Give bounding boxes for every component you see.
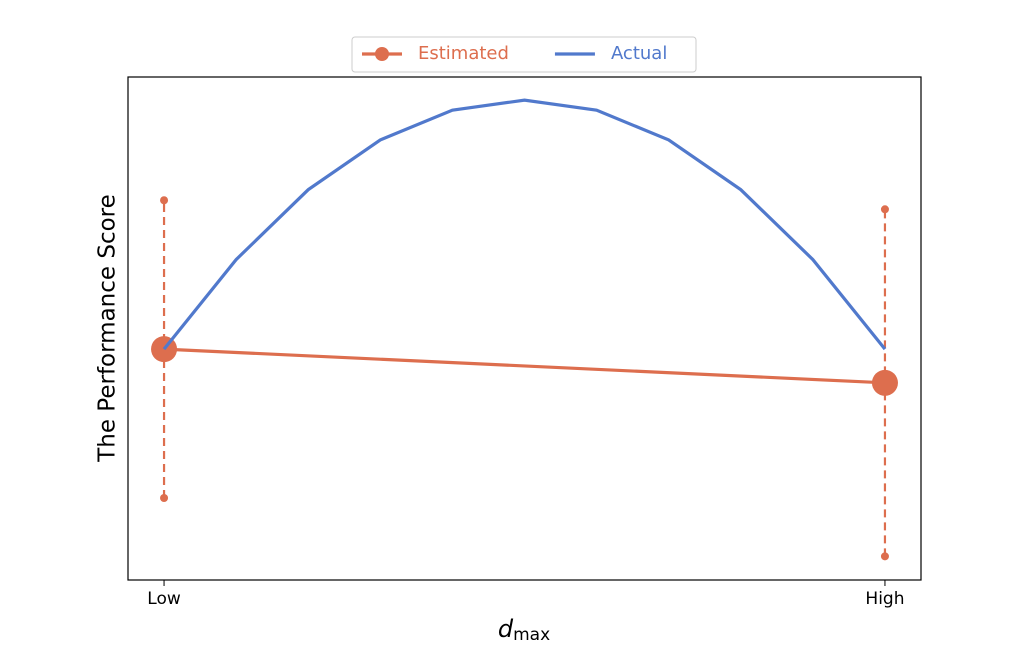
error-cap	[160, 196, 169, 205]
y-axis-label: The Performance Score	[95, 194, 121, 463]
error-cap	[880, 205, 889, 214]
x-tick-label: Low	[147, 589, 181, 609]
x-axis-label-sub: max	[513, 625, 550, 645]
legend-box	[351, 36, 697, 73]
x-axis-label: dmax	[498, 615, 550, 645]
series-line	[162, 98, 887, 351]
x-axis-label-main: d	[498, 615, 514, 643]
legend-label: Actual	[611, 43, 667, 64]
marker	[871, 369, 898, 396]
error-cap	[160, 494, 169, 503]
series-line	[163, 347, 886, 385]
legend-label: Estimated	[418, 43, 509, 64]
plot-frame	[127, 76, 922, 581]
x-tick-label: High	[865, 589, 904, 609]
legend-marker	[375, 47, 389, 61]
error-cap	[880, 552, 889, 561]
